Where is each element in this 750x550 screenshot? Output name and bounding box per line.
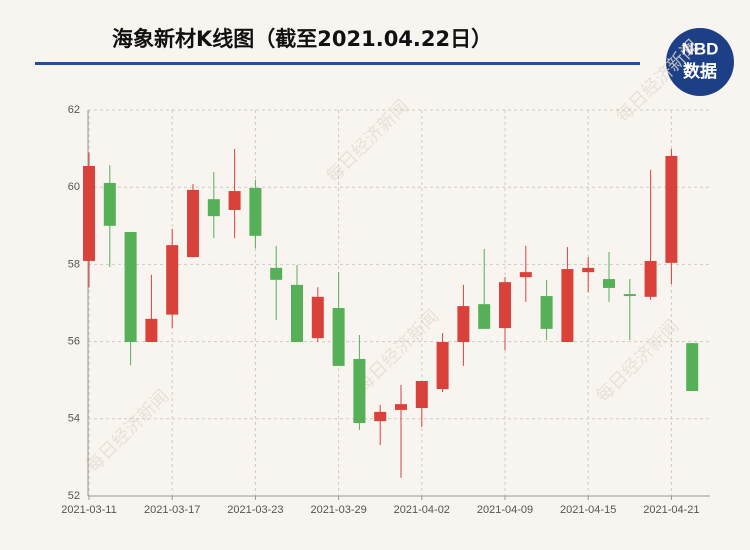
candle-body [249, 187, 262, 236]
candle-body [436, 341, 449, 390]
title-underline [35, 62, 640, 65]
candle-body [582, 267, 595, 273]
candle-body [644, 260, 657, 297]
x-tick-label: 2021-04-21 [643, 504, 699, 516]
candle-body [332, 308, 345, 366]
candle-body [374, 411, 387, 422]
y-tick-label: 58 [68, 258, 80, 270]
candle-body [561, 269, 574, 342]
candle-body [187, 189, 199, 258]
y-tick-label: 56 [68, 336, 80, 348]
candle-body [353, 358, 366, 424]
candle-body [124, 231, 137, 342]
candle-body [83, 165, 95, 261]
chart-title: 海象新材K线图（截至2021.04.22日） [112, 27, 492, 51]
y-tick-label: 62 [68, 104, 80, 116]
logo-text: 数据 [683, 61, 717, 82]
logo: NBD 数据 [666, 28, 734, 96]
x-tick-label: 2021-03-23 [227, 504, 283, 516]
candle-body [603, 279, 615, 288]
candle-body [291, 284, 303, 342]
candle-body [665, 155, 678, 263]
candle-body [145, 318, 158, 342]
candle-body [207, 199, 220, 217]
x-tick-label: 2021-04-15 [560, 504, 616, 516]
x-tick-label: 2021-03-11 [61, 504, 116, 516]
candle-body [686, 343, 699, 392]
candle-body [478, 304, 491, 329]
candle-body [415, 380, 428, 408]
y-tick-label: 52 [68, 490, 80, 502]
candle-body [395, 404, 407, 410]
logo-text: NBD [682, 39, 719, 58]
candle-body [311, 296, 324, 339]
candle-body [103, 182, 116, 226]
candle-body [166, 245, 179, 315]
x-tick-label: 2021-04-02 [394, 504, 450, 516]
candle-body [228, 191, 241, 210]
y-tick-label: 60 [68, 181, 80, 193]
x-tick-label: 2021-04-09 [477, 504, 533, 516]
y-tick-label: 54 [68, 413, 80, 425]
x-tick-label: 2021-03-29 [310, 504, 366, 516]
x-tick-label: 2021-03-17 [144, 504, 200, 516]
candle-body [499, 282, 511, 329]
logo-circle [666, 28, 734, 96]
candle-body [540, 296, 553, 329]
candle-body [270, 267, 283, 280]
candle-body [457, 306, 470, 342]
candle-body [623, 294, 636, 297]
candle-body [519, 272, 532, 278]
